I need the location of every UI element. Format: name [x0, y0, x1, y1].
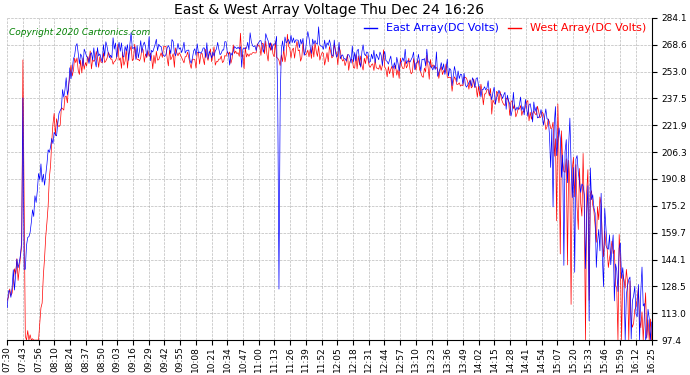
- Title: East & West Array Voltage Thu Dec 24 16:26: East & West Array Voltage Thu Dec 24 16:…: [175, 3, 484, 17]
- Legend: East Array(DC Volts), West Array(DC Volts): East Array(DC Volts), West Array(DC Volt…: [364, 24, 646, 33]
- Text: Copyright 2020 Cartronics.com: Copyright 2020 Cartronics.com: [8, 28, 150, 37]
